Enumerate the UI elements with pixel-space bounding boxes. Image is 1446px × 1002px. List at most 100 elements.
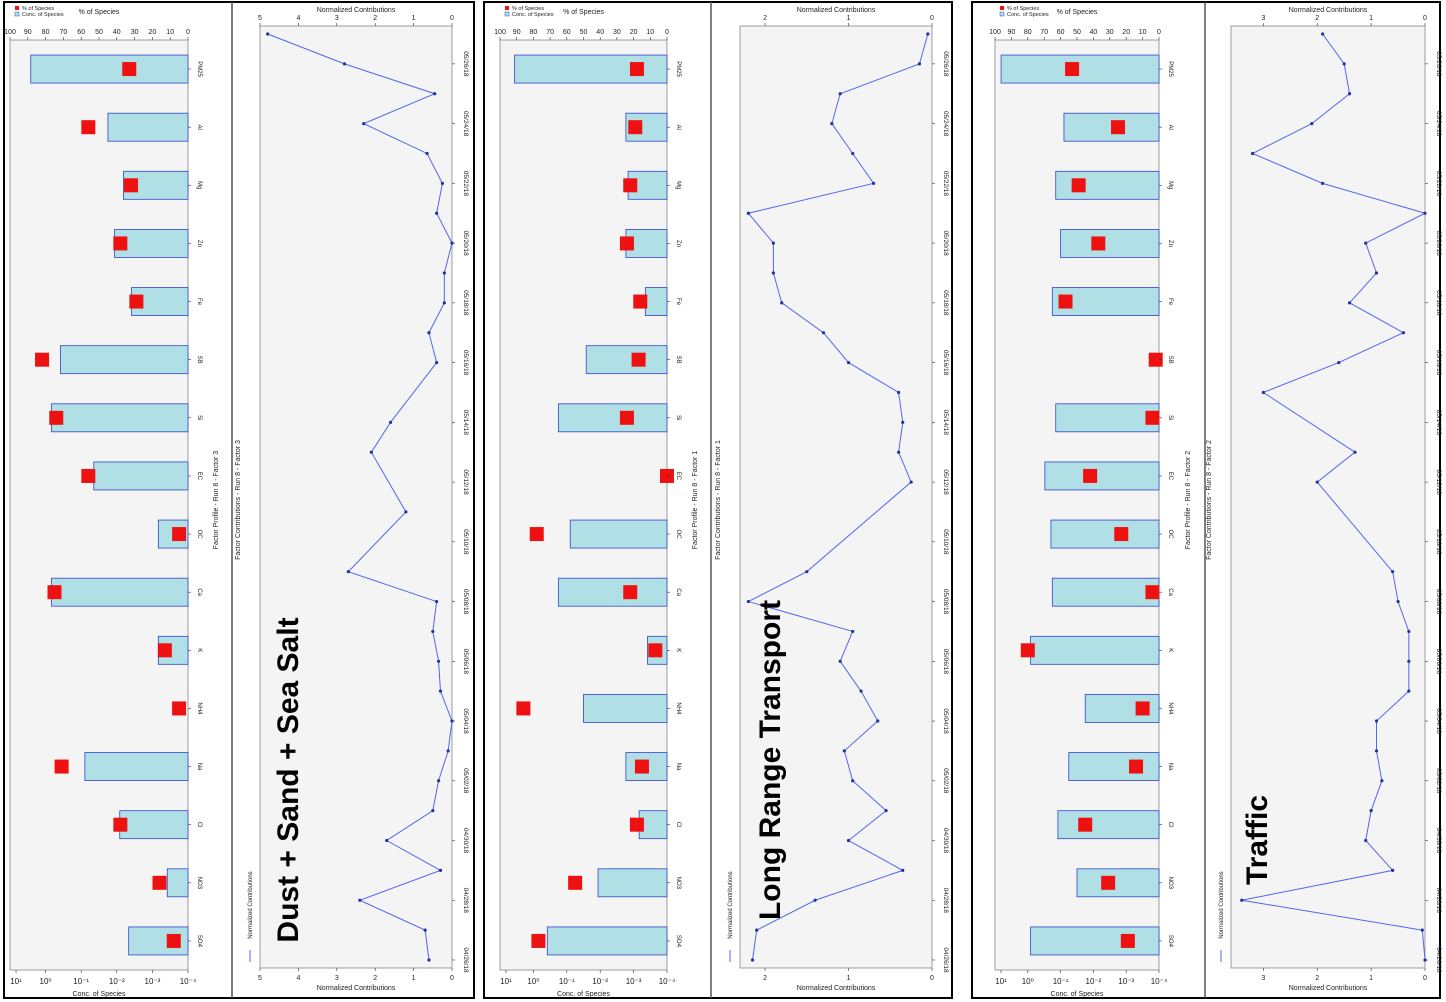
pct-marker xyxy=(113,817,128,832)
pct-marker xyxy=(629,62,644,77)
date-tick-label: 05/20/18 xyxy=(942,230,949,256)
date-tick-label: 05/26/18 xyxy=(942,51,949,77)
conc-bar xyxy=(557,577,668,607)
conc-tick-label: 10⁻² xyxy=(592,977,608,986)
species-tick-label: Na xyxy=(196,763,202,771)
contrib-top-tick-label: 1 xyxy=(412,15,416,22)
date-tick-label: 05/02/18 xyxy=(942,768,949,794)
date-tick-label: 05/26/18 xyxy=(1435,51,1442,77)
pct-marker xyxy=(1091,236,1106,251)
pct-tick-label: 50 xyxy=(95,29,103,36)
date-tick-label: 04/26/18 xyxy=(1435,947,1442,973)
legend-pct-marker xyxy=(15,6,19,10)
pct-tick-label: 20 xyxy=(630,29,638,36)
pct-marker xyxy=(113,236,128,251)
species-tick-label: SO4 xyxy=(1167,935,1173,948)
contrib-point xyxy=(435,360,439,365)
conc-tick-label: 10⁻¹ xyxy=(1053,977,1069,986)
conc-tick-label: 10⁰ xyxy=(527,977,539,986)
contrib-point xyxy=(909,480,913,484)
date-tick-label: 04/28/18 xyxy=(462,888,469,914)
legend-conc-label: Conc. of Species xyxy=(1007,12,1049,18)
species-tick-label: Fe xyxy=(1167,298,1173,306)
date-tick-label: 04/26/18 xyxy=(462,947,469,973)
profile-title: Factor Profile - Run 8 - Factor 3 xyxy=(213,451,220,550)
contrib-point xyxy=(1369,809,1373,813)
date-tick-label: 05/10/18 xyxy=(942,529,949,555)
conc-tick-label: 10⁻⁴ xyxy=(1151,977,1168,986)
contrib-point xyxy=(901,868,905,872)
pct-marker xyxy=(1020,643,1035,658)
date-tick-label: 05/16/18 xyxy=(1435,350,1442,376)
contrib-point xyxy=(435,211,439,215)
species-tick-label: SO4 xyxy=(196,935,202,948)
conc-tick-label: 10⁻⁴ xyxy=(659,977,676,986)
date-tick-label: 04/28/18 xyxy=(1435,888,1442,914)
contrib-point xyxy=(851,779,855,783)
contrib-point xyxy=(435,599,439,604)
conc-tick-label: 10⁻² xyxy=(1086,977,1102,986)
conc-tick-label: 10⁻³ xyxy=(1118,977,1134,986)
contrib-title: Factor Contributions - Run 8 - Factor 3 xyxy=(235,440,242,560)
species-tick-label: SB xyxy=(1167,356,1173,364)
pct-marker xyxy=(1101,875,1116,890)
pct-marker xyxy=(1145,410,1160,425)
contrib-point xyxy=(871,181,876,185)
conc-bar xyxy=(1057,810,1160,840)
panel-frame xyxy=(3,1,475,999)
contrib-point xyxy=(821,331,826,335)
date-tick-label: 05/20/18 xyxy=(1435,230,1442,256)
panel-long-range-transport: 100 90 80 70 60 50 40 30 20 10 0% of Species% of S… xyxy=(483,1,953,999)
pct-marker xyxy=(1148,352,1163,367)
conc-bar xyxy=(1055,170,1160,200)
species-tick-label: Cl xyxy=(675,822,681,828)
conc-tick-label: 10⁻¹ xyxy=(73,977,89,986)
species-tick-label: Fe xyxy=(196,298,202,306)
contrib-bottom-tick-label: 2 xyxy=(1315,975,1319,982)
legend-pct-marker xyxy=(1000,6,1004,10)
pct-marker xyxy=(1083,468,1098,483)
contrib-point xyxy=(436,659,441,663)
contrib-point xyxy=(805,570,809,574)
contrib-point xyxy=(1396,599,1400,604)
pct-tick-label: 100 xyxy=(494,29,506,36)
conc-axis-label: Conc. of Species xyxy=(1051,991,1104,998)
date-tick-label: 05/06/18 xyxy=(942,649,949,675)
date-tick-label: 05/22/18 xyxy=(1435,171,1442,197)
pct-marker xyxy=(172,701,187,716)
contrib-point xyxy=(846,838,851,843)
conc-bar xyxy=(569,519,668,549)
species-tick-label: Na xyxy=(1167,763,1173,771)
contrib-point xyxy=(750,958,755,962)
pct-marker xyxy=(1078,817,1093,832)
contrib-point xyxy=(1353,450,1357,454)
legend-conc-swatch xyxy=(14,11,20,17)
profile-title: Factor Profile - Run 8 - Factor 1 xyxy=(692,451,699,550)
conc-bar xyxy=(30,54,189,84)
contrib-point xyxy=(838,92,842,96)
conc-bar xyxy=(51,577,189,607)
contrib-plot-area xyxy=(739,25,933,969)
contrib-point xyxy=(771,241,775,245)
contrib-point xyxy=(1407,659,1411,663)
contrib-point xyxy=(901,420,905,424)
conc-bar xyxy=(1030,635,1160,665)
contrib-bottom-tick-label: 2 xyxy=(763,975,767,982)
contrib-point xyxy=(1261,390,1265,395)
contrib-point xyxy=(346,570,350,574)
species-tick-label: Ca xyxy=(1167,588,1173,596)
panel-traffic: 100 90 80 70 60 50 40 30 20 10 0% of Species% of S… xyxy=(971,1,1442,999)
contrib-point xyxy=(369,450,373,454)
date-tick-label: 05/24/18 xyxy=(942,111,949,137)
date-tick-label: 05/16/18 xyxy=(462,350,469,376)
species-tick-label: SB xyxy=(675,356,681,364)
contrib-point xyxy=(431,809,435,813)
contrib-point xyxy=(1364,241,1368,245)
contrib-point xyxy=(446,749,450,753)
conc-bar xyxy=(625,752,668,781)
contrib-bottom-tick-label: 3 xyxy=(1261,975,1265,982)
conc-bar xyxy=(1044,461,1160,491)
date-tick-label: 05/22/18 xyxy=(942,171,949,197)
date-tick-label: 05/14/18 xyxy=(462,410,469,436)
contrib-point xyxy=(746,599,750,604)
